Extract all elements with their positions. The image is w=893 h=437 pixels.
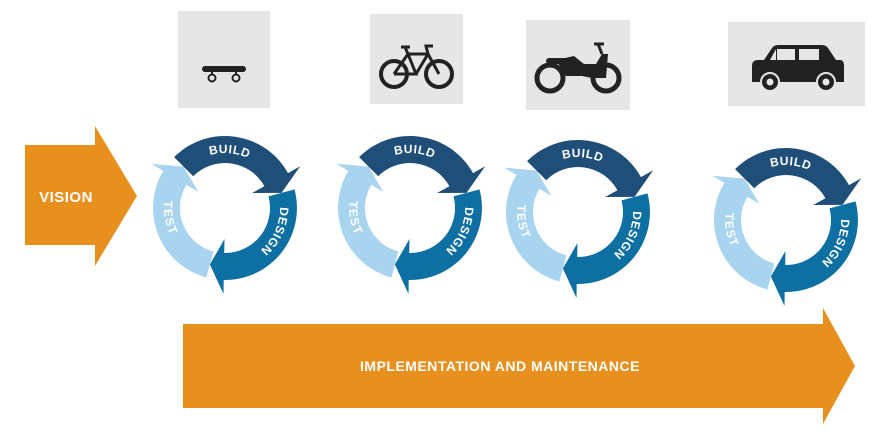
motorcycle-icon: [534, 42, 622, 94]
build-arrow: [527, 139, 654, 197]
design-arrow: [562, 193, 650, 298]
car-icon: [752, 45, 844, 92]
cycles-group: TESTBUILDDESIGNTESTBUILDDESIGNTESTBUILDD…: [151, 135, 862, 306]
design-arrow: [394, 189, 482, 294]
design-arrow: [770, 201, 858, 306]
skateboard-icon: [202, 66, 246, 83]
bicycle-icon: [379, 44, 454, 89]
vision-label: VISION: [39, 189, 93, 206]
build-arrow: [735, 147, 862, 205]
implementation-arrow: IMPLEMENTATION AND MAINTENANCE: [183, 308, 855, 424]
bicycle-box: [370, 14, 463, 104]
design-arrow: [209, 189, 297, 294]
car-box: [728, 22, 865, 106]
implementation-arrow-shape: [183, 308, 855, 424]
implementation-label: IMPLEMENTATION AND MAINTENANCE: [360, 358, 640, 374]
test-arrow: [336, 163, 399, 278]
build-arrow: [174, 135, 301, 193]
build-arrow: [359, 135, 486, 193]
vision-arrow-shape: [25, 126, 137, 266]
test-arrow: [151, 163, 214, 278]
test-arrow: [504, 167, 567, 282]
vision-arrow: VISION: [25, 126, 137, 266]
motorcycle-box: [526, 20, 630, 110]
skateboard-box: [178, 11, 270, 108]
test-arrow: [712, 175, 775, 290]
